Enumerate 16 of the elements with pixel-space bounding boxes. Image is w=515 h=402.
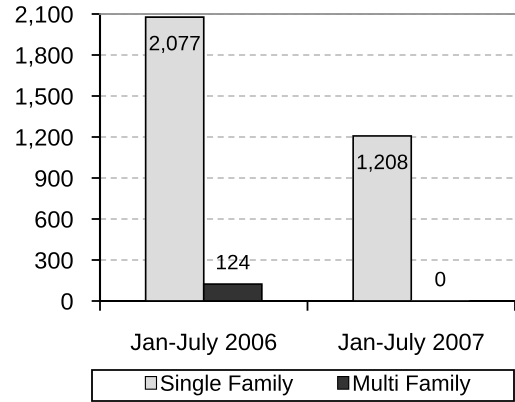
y-tick-label: 600 (35, 211, 73, 228)
data-label: 0 (435, 272, 446, 286)
data-label: 124 (217, 254, 250, 270)
y-tick-label: 2,100 (16, 6, 73, 26)
y-tick-label: 0 (61, 293, 73, 310)
x-tick-label: Jan-July 2007 (338, 332, 484, 355)
y-tick-label: 1,200 (16, 129, 73, 149)
y-tick-label: 300 (35, 252, 73, 269)
data-label: 1,208 (358, 154, 408, 172)
x-tick-label: Jan-July 2006 (130, 332, 276, 355)
y-tick-label: 1,800 (16, 47, 73, 67)
y-tick-label: 900 (35, 170, 73, 187)
legend-label: Multi Family (354, 374, 471, 396)
legend-label: Single Family (160, 374, 294, 396)
data-label: 2,077 (150, 36, 200, 53)
y-tick-label: 1,500 (16, 88, 73, 108)
